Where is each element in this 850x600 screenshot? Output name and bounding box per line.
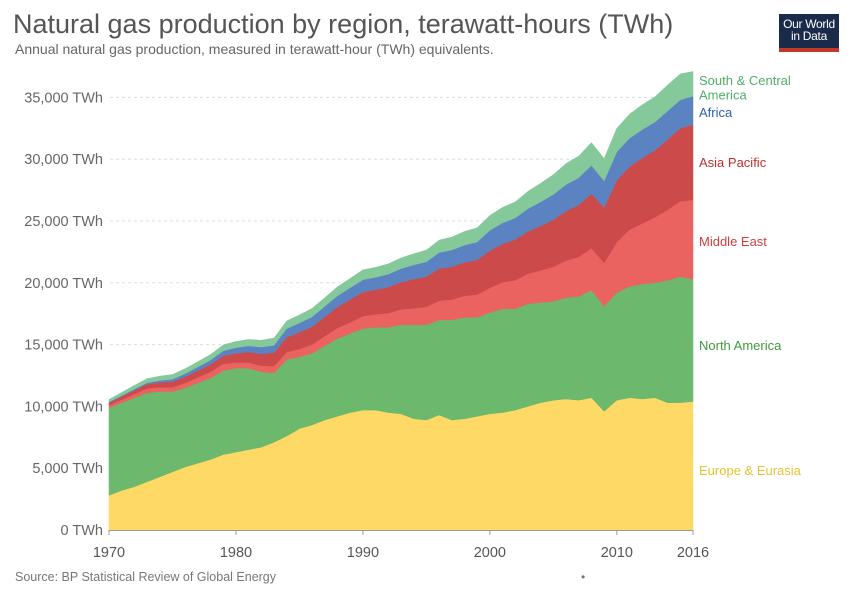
series-label: North America (699, 338, 782, 353)
separator-dot: • (581, 570, 586, 584)
series-label: Europe & Eurasia (699, 463, 802, 478)
source-note[interactable]: Source: BP Statistical Review of Global … (15, 570, 277, 584)
x-axis: 1970 1980 1990 2000 2010 2016 (93, 530, 709, 561)
y-tick-label: 0 TWh (61, 523, 103, 539)
logo-line-1: Our World (783, 17, 835, 31)
y-tick-label: 5,000 TWh (32, 461, 103, 477)
area-south-central-america[interactable] (108, 71, 694, 403)
y-tick-label: 20,000 TWh (24, 276, 103, 292)
series-label: Asia Pacific (699, 155, 767, 170)
series-label: Africa (699, 105, 733, 120)
x-tick-label: 2000 (474, 545, 506, 561)
y-axis-ticks: 0 TWh 5,000 TWh 10,000 TWh 15,000 TWh 20,000… (24, 90, 103, 539)
series-label: South & Central (699, 73, 791, 88)
y-tick-label: 15,000 TWh (24, 338, 103, 354)
series-label: America (699, 88, 747, 103)
owid-logo[interactable]: Our World in Data (779, 14, 839, 52)
chart-subtitle: Annual natural gas production, measured … (15, 41, 494, 57)
logo-accent-bar (779, 48, 839, 52)
chart-title: Natural gas production by region, terawa… (13, 9, 674, 39)
x-tick-label: 1990 (347, 545, 379, 561)
logo-line-2: in Data (791, 29, 827, 43)
area-series (108, 71, 694, 531)
y-tick-label: 25,000 TWh (24, 214, 103, 230)
y-tick-label: 10,000 TWh (24, 399, 103, 415)
x-tick-label: 1980 (220, 545, 252, 561)
y-tick-label: 30,000 TWh (24, 152, 103, 168)
y-tick-label: 35,000 TWh (24, 90, 103, 106)
x-tick-label: 2010 (601, 545, 633, 561)
x-tick-label: 1970 (93, 545, 125, 561)
series-label: Middle East (699, 234, 767, 249)
x-tick-label: 2016 (677, 545, 709, 561)
